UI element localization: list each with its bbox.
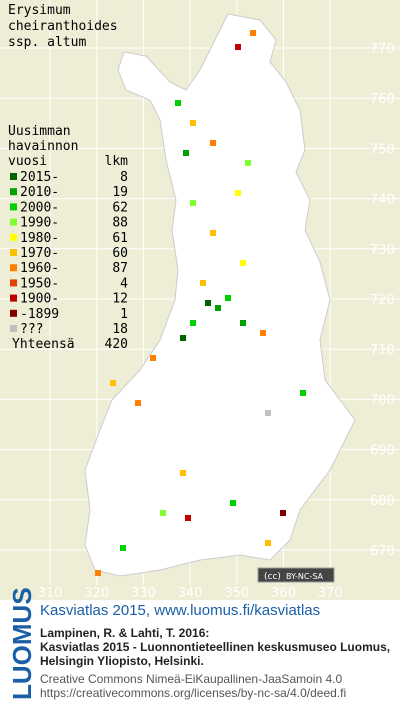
legend-column: vuosi bbox=[8, 154, 47, 169]
legend-count: 1 bbox=[120, 307, 128, 322]
legend-label: ??? bbox=[20, 322, 43, 337]
license-badge bbox=[257, 567, 335, 583]
legend-column: lkm bbox=[105, 154, 129, 169]
axis-labels: 310 320 330 340 350 360 370 770 760 750 740 730 720 7… bbox=[38, 42, 395, 601]
observation-squares bbox=[95, 30, 306, 576]
legend-count: 87 bbox=[112, 261, 128, 276]
legend: 2015- 8 2010- 19 2000- 62 1990- 88 1980- 61 1970- 6… bbox=[10, 170, 128, 352]
cc-icon: (cc) bbox=[264, 572, 281, 582]
legend-swatch bbox=[10, 203, 17, 211]
legend-heading: havainnon bbox=[8, 139, 78, 154]
y-label: 770 bbox=[370, 42, 395, 57]
legend-swatch bbox=[10, 218, 17, 226]
title-line: Erysimum bbox=[8, 3, 71, 18]
legend-count: 8 bbox=[120, 170, 128, 185]
finland-outline bbox=[84, 13, 356, 577]
legend-swatch bbox=[10, 173, 17, 180]
license-url[interactable]: https://creativecommons.org/licenses/by-… bbox=[40, 686, 346, 700]
badge-text: BY-NC-SA bbox=[286, 572, 324, 581]
license: Creative Commons Nimeä-EiKaupallinen-Jaa… bbox=[40, 672, 342, 686]
legend-swatch bbox=[10, 264, 17, 272]
x-label: 360 bbox=[271, 586, 296, 601]
y-label: 690 bbox=[370, 444, 395, 459]
logo: LUOMUS bbox=[7, 587, 37, 700]
legend-count: 61 bbox=[112, 231, 128, 246]
title-line: cheiranthoides bbox=[8, 19, 118, 34]
legend-label: 1970- bbox=[20, 246, 59, 261]
site-link[interactable]: Kasviatlas 2015, www.luomus.fi/kasviatla… bbox=[40, 602, 320, 619]
legend-label: 1990- bbox=[20, 216, 59, 231]
x-label: 320 bbox=[84, 586, 109, 601]
citation: Lampinen, R. & Lahti, T. 2016: bbox=[40, 626, 209, 640]
legend-swatch bbox=[10, 233, 17, 241]
legend-label: 1980- bbox=[20, 231, 59, 246]
legend-swatch bbox=[10, 294, 17, 302]
legend-swatch bbox=[10, 279, 17, 287]
y-label: 750 bbox=[370, 142, 395, 157]
y-label: 760 bbox=[370, 92, 395, 107]
legend-swatch bbox=[10, 325, 17, 332]
legend-swatch bbox=[10, 309, 17, 317]
y-label: 740 bbox=[370, 193, 395, 208]
legend-label: 2015- bbox=[20, 170, 59, 185]
legend-swatch bbox=[10, 188, 17, 196]
y-label: 700 bbox=[370, 393, 395, 408]
legend-label: 1950- bbox=[20, 276, 59, 291]
citation: Kasviatlas 2015 - Luonnontieteellinen ke… bbox=[40, 640, 390, 654]
legend-count: 88 bbox=[112, 216, 128, 231]
legend-count: 18 bbox=[112, 322, 128, 337]
x-label: 330 bbox=[131, 586, 156, 601]
x-label: 340 bbox=[178, 586, 203, 601]
legend-count: 12 bbox=[112, 292, 128, 307]
citation: Helsingin Yliopisto, Helsinki. bbox=[40, 654, 204, 668]
legend-label: 1900- bbox=[20, 292, 59, 307]
x-label: 310 bbox=[38, 586, 63, 601]
y-label: 680 bbox=[370, 494, 395, 509]
legend-label: 2000- bbox=[20, 200, 59, 215]
x-label: 370 bbox=[318, 586, 343, 601]
y-label: 730 bbox=[370, 243, 395, 258]
legend-label: -1899 bbox=[20, 307, 59, 322]
total-count: 420 bbox=[105, 337, 128, 352]
total-label: Yhteensä bbox=[12, 337, 75, 352]
title-line: ssp. altum bbox=[8, 35, 86, 50]
legend-count: 19 bbox=[112, 185, 128, 200]
y-label: 710 bbox=[370, 343, 395, 358]
y-label: 720 bbox=[370, 293, 395, 308]
y-label: 670 bbox=[370, 544, 395, 559]
legend-count: 62 bbox=[112, 200, 128, 215]
legend-count: 4 bbox=[120, 276, 128, 291]
x-label: 350 bbox=[224, 586, 249, 601]
legend-swatch bbox=[10, 249, 17, 256]
legend-count: 60 bbox=[112, 246, 128, 261]
legend-label: 1960- bbox=[20, 261, 59, 276]
legend-heading: Uusimman bbox=[8, 124, 71, 139]
legend-label: 2010- bbox=[20, 185, 59, 200]
